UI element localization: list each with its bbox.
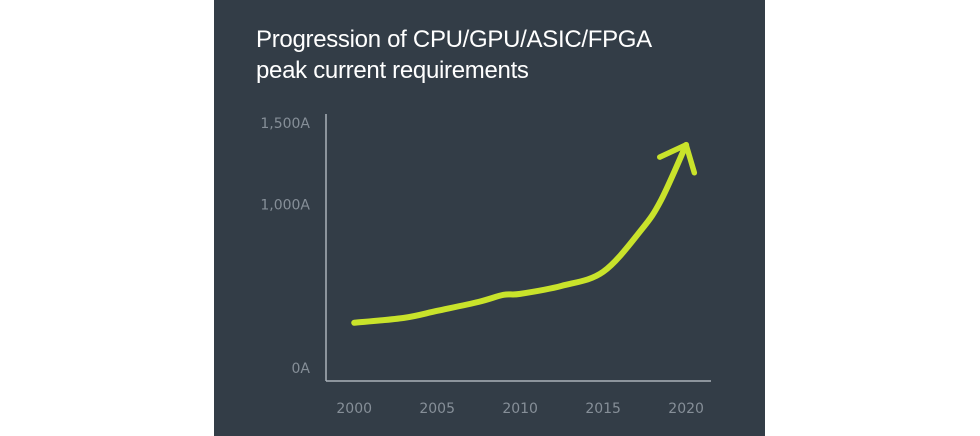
x-tick-label: 2005: [419, 401, 455, 417]
trend-line: [351, 141, 698, 326]
y-tick-label: 1,000A: [260, 198, 310, 214]
chart-title: Progression of CPU/GPU/ASIC/FPGA peak cu…: [256, 26, 651, 84]
x-tick-label: 2010: [502, 401, 538, 417]
x-tick-label: 2000: [336, 401, 372, 417]
x-tick-label: 2015: [585, 401, 621, 417]
y-tick-label: 0A: [292, 361, 311, 377]
chart-panel: Progression of CPU/GPU/ASIC/FPGA peak cu…: [214, 0, 765, 436]
x-tick-label: 2020: [668, 401, 704, 417]
y-tick-label: 1,500A: [260, 116, 310, 132]
